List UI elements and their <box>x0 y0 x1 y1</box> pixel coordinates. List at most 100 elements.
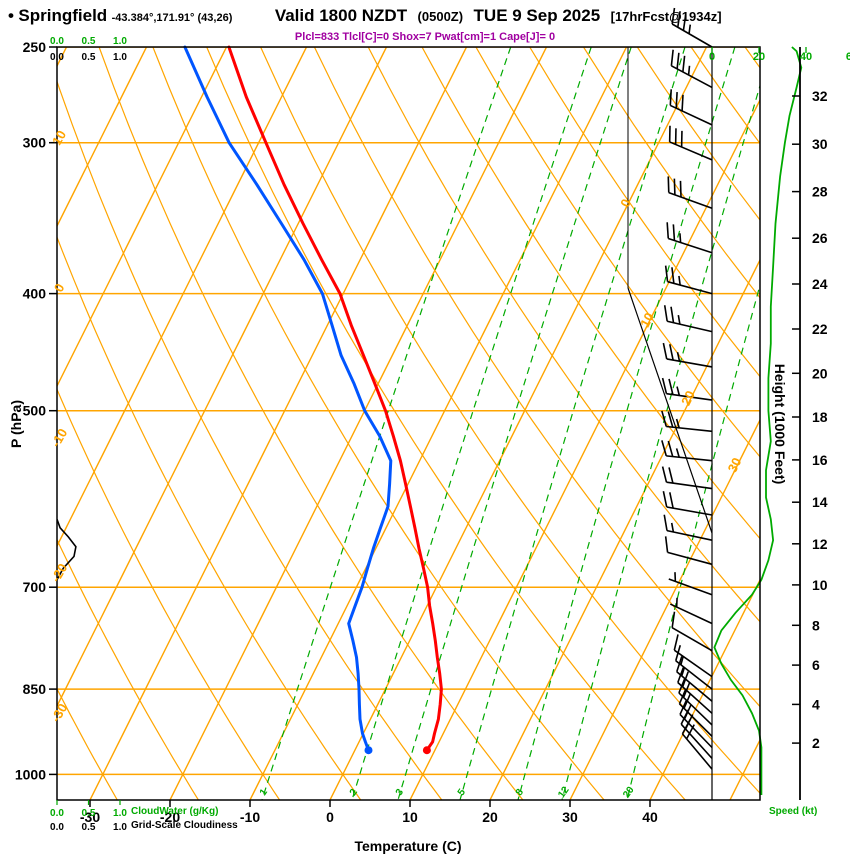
speed-axis-label: Speed (kt) <box>769 806 818 817</box>
svg-text:0.0: 0.0 <box>50 808 64 819</box>
height-tick-label: 18 <box>812 409 828 425</box>
temperature-surface-dot <box>422 746 431 755</box>
temperature-tick-label: 0 <box>326 809 334 825</box>
svg-text:0.0: 0.0 <box>50 36 64 47</box>
wind-barb <box>664 536 713 566</box>
svg-text:1.0: 1.0 <box>113 52 127 63</box>
mixing-ratio-labels: 1 2 3 5 8 12 20 <box>258 784 637 800</box>
svg-text:1: 1 <box>258 787 270 798</box>
height-tick-label: 2 <box>812 735 820 751</box>
valid-date: TUE 9 Sep 2025 <box>473 6 601 25</box>
temperature-tick-label: 10 <box>402 809 418 825</box>
svg-text:1.0: 1.0 <box>113 808 127 819</box>
pressure-tick-label: 700 <box>23 579 47 595</box>
svg-text:2: 2 <box>348 787 360 798</box>
svg-text:1.0: 1.0 <box>113 822 127 833</box>
temperature-curve <box>227 45 443 752</box>
svg-text:0.5: 0.5 <box>82 822 96 833</box>
speed-tick-label: 20 <box>753 51 765 63</box>
height-tick-label: 14 <box>812 494 828 510</box>
background-grid <box>57 47 760 800</box>
height-tick-label: 12 <box>812 536 828 552</box>
wind-barb <box>661 440 713 462</box>
wind-barb <box>670 49 713 89</box>
speed-tick-label: 0 <box>709 51 715 63</box>
dry-adiabat-labels: 100-10-20-30 <box>48 128 70 725</box>
plot-frame <box>56 46 761 801</box>
sounding-indices-line: Plcl=833 Tlcl[C]=0 Shox=7 Pwat[cm]=1 Cap… <box>294 31 556 43</box>
station-coords: -43.384°,171.91° (43,26) <box>111 12 233 24</box>
wind-barb <box>663 305 713 333</box>
isobar-lines <box>57 47 760 776</box>
height-tick-label: 24 <box>812 276 828 292</box>
svg-text:0: 0 <box>51 281 68 295</box>
valid-time: Valid 1800 NZDT <box>274 6 408 25</box>
wind-barb <box>663 514 713 541</box>
svg-text:0.5: 0.5 <box>82 36 96 47</box>
svg-text:-30: -30 <box>48 701 70 725</box>
pressure-axis-label: P (hPa) <box>8 400 24 448</box>
cloudiness-scale-top: 0.0 0.5 1.0 <box>50 52 127 63</box>
svg-text:20: 20 <box>621 784 637 800</box>
temperature-axis-label: Temperature (C) <box>354 838 462 854</box>
svg-text:5: 5 <box>456 787 468 798</box>
dewpoint-surface-dot <box>364 746 373 755</box>
wind-barb <box>662 491 713 516</box>
height-tick-label: 16 <box>812 452 828 468</box>
height-tick-label: 8 <box>812 617 820 633</box>
pressure-tick-label: 300 <box>23 135 47 151</box>
svg-text:3: 3 <box>394 787 406 798</box>
speed-tick-label: 60 <box>846 51 850 63</box>
svg-text:10: 10 <box>637 310 657 330</box>
pressure-tick-label: 400 <box>23 286 47 302</box>
pressure-tick-label: 850 <box>23 681 47 697</box>
height-tick-label: 30 <box>812 136 828 152</box>
cloudwater-axis-label: CloudWater (g/Kg) <box>131 806 219 817</box>
temperature-tick-label: 20 <box>482 809 498 825</box>
cloudiness-axis-label: Grid-Scale Cloudiness <box>131 820 238 831</box>
pressure-tick-label: 250 <box>23 39 47 55</box>
cloudwater-scale-top: 0.0 0.5 1.0 <box>50 36 127 47</box>
temperature-tick-label: -30 <box>80 809 100 825</box>
wind-axis-boundary <box>627 47 713 800</box>
height-tick-label: 20 <box>812 365 828 381</box>
wind-barb <box>673 634 713 678</box>
wind-barb <box>661 410 713 433</box>
speed-tick-label: 40 <box>800 51 812 63</box>
wind-barb <box>666 222 713 254</box>
speed-axis: 0 20 40 60 <box>709 47 850 63</box>
height-tick-label: 26 <box>812 230 828 246</box>
cloudiness-scale-bottom: 0.0 0.5 1.0 <box>50 822 127 833</box>
height-axis-label: Height (1000 Feet) <box>772 363 788 485</box>
svg-text:-10: -10 <box>48 426 70 450</box>
station-bullet: • <box>8 6 14 25</box>
svg-text:20: 20 <box>678 388 698 408</box>
svg-text:0.0: 0.0 <box>50 52 64 63</box>
svg-text:30: 30 <box>725 455 745 475</box>
wind-speed-curve <box>713 46 803 795</box>
wind-barb <box>661 377 713 401</box>
svg-text:10: 10 <box>49 128 69 148</box>
mixing-ratio-lines <box>261 47 760 800</box>
pressure-axis: 250 300 400 500 700 850 1000 <box>15 39 57 782</box>
wind-barb <box>667 176 713 210</box>
dewpoint-curve <box>183 45 393 752</box>
svg-text:0.5: 0.5 <box>82 808 96 819</box>
dry-adiabat-lines <box>57 47 760 800</box>
station-name: Springfield <box>18 6 108 25</box>
wind-barb <box>661 466 713 490</box>
wind-barb <box>671 611 713 652</box>
wind-barb <box>668 125 713 161</box>
wind-barb <box>669 89 713 126</box>
temperature-tick-label: -20 <box>160 809 180 825</box>
wind-barb <box>664 265 713 295</box>
pressure-tick-label: 500 <box>23 403 47 419</box>
wind-barb <box>668 572 713 596</box>
cloud-water-trace <box>57 519 77 581</box>
wind-barb <box>669 597 713 625</box>
height-tick-label: 4 <box>812 696 820 712</box>
height-tick-label: 10 <box>812 577 828 593</box>
